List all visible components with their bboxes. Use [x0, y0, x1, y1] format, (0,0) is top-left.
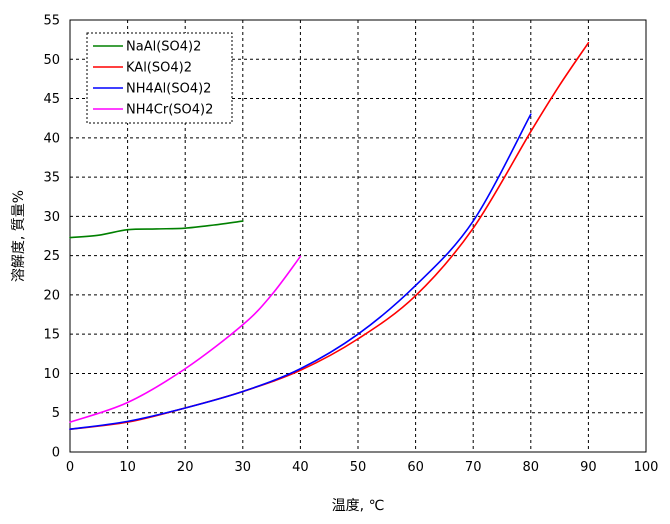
y-tick-label: 25 [43, 249, 60, 264]
y-tick-label: 10 [43, 367, 60, 382]
legend-label-nh4cr-so4-2: NH4Cr(SO4)2 [126, 103, 213, 118]
x-tick-label: 30 [235, 460, 252, 475]
y-tick-label: 45 [43, 92, 60, 107]
y-axis-label: 溶解度, 質量% [11, 190, 27, 282]
y-tick-label: 55 [43, 14, 60, 29]
x-tick-label: 70 [465, 460, 482, 475]
x-tick-label: 50 [350, 460, 367, 475]
x-tick-label: 10 [119, 460, 136, 475]
grid-lines [70, 20, 646, 452]
tick-labels: 0 10 20 30 40 50 60 70 80 90 100 0 5 10 15 20 25 30 35 40 45… [43, 14, 658, 476]
legend-box [86, 32, 233, 124]
y-tick-label: 5 [52, 406, 60, 421]
plot-frame [69, 19, 647, 453]
x-tick-label: 100 [634, 460, 659, 475]
x-axis-label: 温度, ℃ [332, 498, 385, 514]
legend: NaAl(SO4)2 KAl(SO4)2 NH4Al(SO4)2 NH4Cr(SO4)… [86, 32, 233, 124]
y-tick-label: 0 [52, 446, 60, 461]
x-tick-label: 90 [580, 460, 597, 475]
x-tick-label: 40 [292, 460, 309, 475]
series-line-nh4al-so4-2 [69, 113, 532, 431]
y-tick-label: 40 [43, 131, 60, 146]
legend-label-naal-so4-2: NaAl(SO4)2 [126, 40, 201, 55]
x-tick-label: 0 [66, 460, 74, 475]
series-line-naal-so4-2 [69, 220, 244, 239]
x-tick-label: 60 [407, 460, 424, 475]
x-tick-label: 80 [523, 460, 540, 475]
series-line-nh4cr-so4-2 [69, 255, 302, 423]
y-tick-label: 35 [43, 171, 60, 186]
legend-label-kal-so4-2: KAl(SO4)2 [126, 61, 192, 76]
y-tick-label: 50 [43, 53, 60, 68]
y-tick-label: 30 [43, 210, 60, 225]
y-tick-label: 20 [43, 288, 60, 303]
y-tick-label: 15 [43, 328, 60, 343]
series-lines [69, 41, 590, 431]
x-tick-label: 20 [177, 460, 194, 475]
legend-label-nh4al-so4-2: NH4Al(SO4)2 [126, 82, 211, 97]
